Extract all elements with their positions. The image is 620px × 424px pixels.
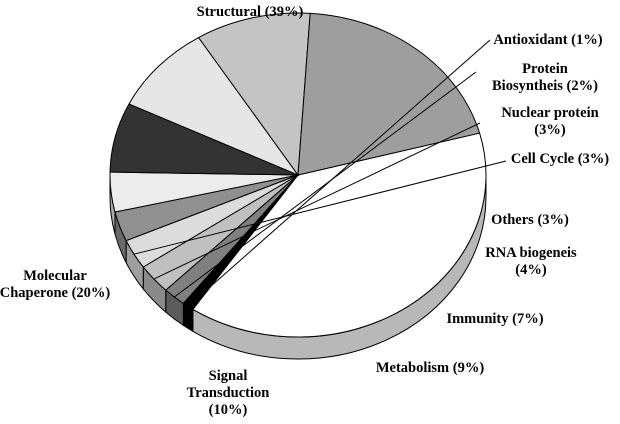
slice-labels: Structural (39%) Antioxidant (1%) Protei…	[0, 4, 609, 418]
label-protein-biosyntheis: Protein Biosyntheis (2%)	[492, 61, 598, 94]
leader-line-3	[153, 122, 481, 280]
leader-lines	[133, 39, 507, 307]
label-molecular-chaperone: Molecular Chaperone (20%)	[0, 268, 110, 301]
slice-8	[128, 36, 300, 177]
leader-line-1	[187, 39, 491, 307]
leader-line-4	[133, 160, 507, 255]
label-metabolism: Metabolism (9%)	[376, 360, 484, 376]
label-structural: Structural (39%)	[197, 4, 304, 20]
label-signal-transduction: Signal Transduction (10%)	[187, 368, 270, 418]
label-antioxidant: Antioxidant (1%)	[493, 32, 602, 48]
slice-9	[197, 12, 311, 177]
slice-10	[297, 12, 481, 176]
label-others: Others (3%)	[491, 212, 569, 228]
leader-line-2	[174, 71, 477, 298]
label-nuclear-protein: Nuclear protein (3%)	[501, 105, 598, 138]
label-rna-biogeneis: RNA biogeneis (4%)	[485, 245, 577, 278]
label-cell-cycle: Cell Cycle (3%)	[511, 151, 609, 167]
pie-slices	[109, 12, 487, 360]
label-immunity: Immunity (7%)	[446, 311, 543, 327]
